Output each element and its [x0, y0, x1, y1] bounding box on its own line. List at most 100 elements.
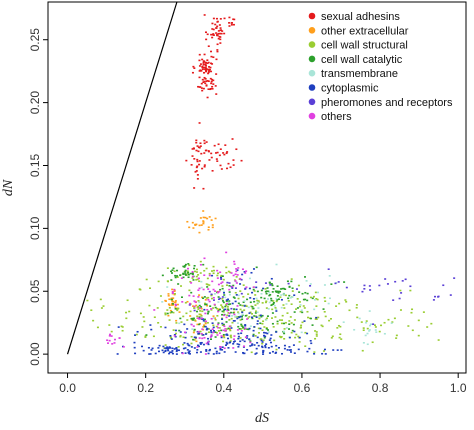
data-point [239, 304, 242, 306]
y-axis: 0.00 0.05 0.10 0.15 0.20 0.25 [28, 28, 48, 366]
data-point [122, 346, 125, 348]
data-point [177, 346, 180, 348]
data-point [170, 279, 173, 281]
data-point [169, 351, 172, 354]
data-point [267, 298, 270, 300]
data-point [255, 316, 258, 319]
data-point [271, 308, 274, 311]
data-point [201, 310, 204, 313]
data-point [197, 274, 200, 276]
data-point [197, 85, 200, 88]
data-point [336, 327, 339, 329]
data-point [215, 32, 218, 34]
data-point [237, 294, 240, 297]
data-point [219, 271, 222, 274]
data-point [274, 316, 277, 318]
data-point [237, 345, 240, 348]
data-point [212, 33, 215, 35]
data-point [368, 310, 371, 312]
data-point [200, 317, 203, 320]
data-point [210, 82, 213, 85]
data-point [269, 341, 272, 344]
data-point [220, 32, 223, 35]
data-point [202, 263, 205, 266]
data-point [257, 300, 260, 302]
data-point [234, 300, 237, 303]
data-point [223, 336, 226, 339]
data-point [147, 346, 150, 349]
data-point [322, 350, 325, 352]
data-point [345, 286, 348, 289]
data-point [221, 30, 224, 32]
data-point [200, 224, 203, 226]
data-point [151, 347, 154, 350]
data-point [182, 276, 185, 279]
data-point [110, 330, 113, 333]
data-point [139, 288, 142, 291]
data-point [283, 347, 286, 350]
data-point [384, 278, 387, 280]
data-point [210, 332, 213, 335]
data-point [184, 336, 187, 339]
data-point [216, 307, 219, 310]
data-point [246, 298, 249, 301]
data-point [276, 322, 279, 325]
data-point [198, 304, 201, 307]
data-point [221, 275, 224, 277]
data-point [383, 321, 386, 324]
data-point [205, 342, 208, 345]
data-point [125, 311, 128, 314]
data-point [369, 323, 372, 326]
data-point [262, 287, 265, 290]
data-point [219, 38, 222, 41]
data-point [200, 152, 203, 155]
data-point [216, 49, 219, 51]
data-point [275, 308, 278, 311]
data-point [128, 310, 131, 313]
data-point [248, 338, 251, 341]
data-point [309, 296, 312, 299]
data-point [293, 311, 296, 313]
data-point [169, 309, 172, 312]
data-point [202, 318, 205, 320]
data-point [271, 317, 274, 319]
data-point [270, 299, 273, 302]
data-point [298, 291, 301, 293]
data-point [214, 23, 217, 26]
data-point [210, 334, 213, 336]
data-point [243, 300, 246, 302]
data-point [204, 82, 207, 85]
data-point [189, 302, 192, 305]
data-point [226, 308, 229, 311]
data-point [244, 314, 247, 317]
data-point [184, 271, 187, 273]
data-point [177, 349, 180, 352]
data-point [264, 345, 267, 347]
data-point [241, 304, 244, 307]
data-point [223, 351, 226, 353]
data-point [282, 322, 285, 325]
data-point [256, 302, 259, 305]
data-point [210, 297, 213, 300]
data-point [365, 320, 368, 322]
data-point [223, 17, 226, 20]
data-point [184, 347, 187, 349]
data-point [363, 288, 366, 290]
data-point [306, 292, 309, 295]
data-point [276, 299, 279, 301]
data-point [232, 342, 235, 345]
data-point [306, 332, 309, 335]
data-point [116, 353, 119, 355]
data-point [219, 18, 222, 20]
data-point [291, 329, 294, 332]
data-point [217, 32, 220, 35]
data-point [348, 309, 351, 312]
data-point [253, 326, 256, 328]
data-point [173, 270, 176, 273]
data-point [205, 149, 208, 152]
data-point [204, 64, 207, 67]
data-point [238, 328, 241, 330]
data-point [140, 345, 143, 348]
data-point [210, 55, 213, 58]
data-point [144, 335, 147, 338]
